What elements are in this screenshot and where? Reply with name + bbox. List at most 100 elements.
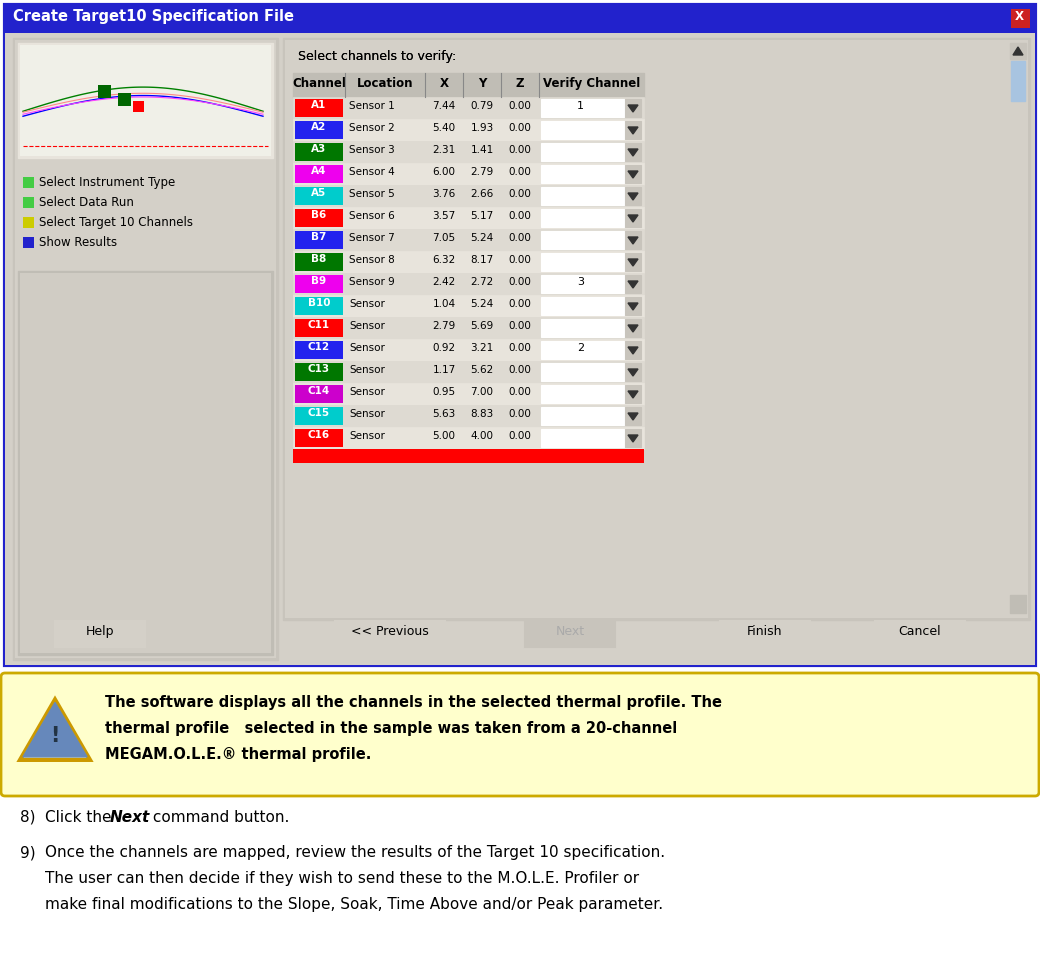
Text: make final modifications to the Slope, Soak, Time Above and/or Peak parameter.: make final modifications to the Slope, S… — [45, 897, 664, 912]
Text: B10: B10 — [308, 298, 331, 308]
Bar — [625, 319, 641, 337]
Bar — [625, 231, 641, 249]
Text: 7.05: 7.05 — [433, 233, 456, 243]
Text: A3: A3 — [311, 144, 327, 154]
Text: Sensor: Sensor — [349, 365, 385, 375]
Bar — [293, 427, 644, 449]
Bar — [5, 33, 1035, 665]
Text: 0.79: 0.79 — [470, 101, 494, 111]
Bar — [541, 319, 624, 337]
FancyBboxPatch shape — [1, 673, 1039, 796]
Bar — [1010, 43, 1026, 59]
Bar — [283, 38, 1030, 620]
Text: << Previous: << Previous — [352, 625, 428, 638]
Bar — [541, 385, 624, 403]
Polygon shape — [1013, 47, 1023, 55]
Bar — [23, 237, 34, 248]
Bar — [55, 621, 145, 647]
Text: 8.17: 8.17 — [470, 255, 494, 265]
Text: Sensor: Sensor — [349, 321, 385, 331]
Bar — [541, 341, 624, 359]
Bar — [1011, 9, 1030, 28]
Text: 1.17: 1.17 — [433, 365, 456, 375]
Text: 8.83: 8.83 — [470, 409, 494, 419]
Bar — [875, 621, 965, 647]
Bar — [293, 449, 644, 463]
Bar — [293, 141, 644, 163]
Text: 8): 8) — [20, 810, 35, 825]
Text: 3.57: 3.57 — [433, 211, 456, 221]
Text: 2.79: 2.79 — [433, 321, 456, 331]
Text: Click the: Click the — [45, 810, 116, 825]
Text: 7.00: 7.00 — [470, 387, 494, 397]
Bar — [293, 229, 644, 251]
Bar — [720, 621, 810, 647]
Text: B9: B9 — [311, 276, 327, 286]
Text: 2.79: 2.79 — [470, 167, 494, 177]
Bar — [625, 165, 641, 183]
Bar — [295, 297, 343, 315]
Bar — [625, 297, 641, 315]
Bar — [541, 253, 624, 271]
Text: C13: C13 — [308, 364, 330, 374]
Text: 3.21: 3.21 — [470, 343, 494, 353]
Text: MEGAM.O.L.E.® thermal profile.: MEGAM.O.L.E.® thermal profile. — [105, 747, 371, 762]
Text: Sensor 3: Sensor 3 — [349, 145, 395, 155]
Bar — [98, 85, 111, 98]
Polygon shape — [628, 105, 638, 112]
Bar — [625, 99, 641, 117]
Text: Sensor 7: Sensor 7 — [349, 233, 395, 243]
Text: 2: 2 — [577, 343, 584, 353]
Bar — [293, 97, 644, 119]
Text: Cancel: Cancel — [899, 625, 941, 638]
Bar — [625, 209, 641, 227]
Bar — [541, 99, 624, 117]
Bar — [541, 121, 624, 139]
Polygon shape — [628, 303, 638, 310]
Text: Channel: Channel — [292, 77, 346, 90]
Text: C15: C15 — [308, 408, 330, 418]
Text: 3: 3 — [577, 277, 584, 287]
Text: 7.44: 7.44 — [433, 101, 456, 111]
Text: !: ! — [50, 727, 59, 747]
Text: B7: B7 — [311, 232, 327, 242]
Text: 5.40: 5.40 — [433, 123, 456, 133]
Text: Sensor 5: Sensor 5 — [349, 189, 395, 199]
Bar — [295, 341, 343, 359]
Text: command button.: command button. — [148, 810, 289, 825]
Bar — [625, 385, 641, 403]
Text: Sensor: Sensor — [349, 343, 385, 353]
Polygon shape — [628, 413, 638, 420]
Text: 0.00: 0.00 — [509, 343, 531, 353]
Text: B6: B6 — [311, 210, 327, 220]
Polygon shape — [628, 435, 638, 442]
Text: 0.00: 0.00 — [509, 211, 531, 221]
Polygon shape — [628, 325, 638, 332]
Bar — [625, 341, 641, 359]
Text: C16: C16 — [308, 430, 330, 440]
Text: A5: A5 — [311, 188, 327, 198]
Polygon shape — [628, 237, 638, 244]
Text: Select Target 10 Channels: Select Target 10 Channels — [40, 216, 193, 229]
Text: 0.00: 0.00 — [509, 233, 531, 243]
Text: 1: 1 — [577, 101, 584, 111]
Bar — [293, 405, 644, 427]
Bar — [293, 295, 644, 317]
Text: Location: Location — [357, 77, 413, 90]
Bar — [625, 187, 641, 205]
Bar — [295, 209, 343, 227]
Bar — [541, 209, 624, 227]
Text: Create Target10 Specification File: Create Target10 Specification File — [12, 9, 294, 24]
Bar — [541, 407, 624, 425]
Text: Sensor: Sensor — [349, 431, 385, 441]
Text: A1: A1 — [311, 100, 327, 110]
Bar — [625, 275, 641, 293]
Text: Help: Help — [85, 625, 114, 638]
Text: 3.76: 3.76 — [433, 189, 456, 199]
Bar — [285, 40, 1028, 618]
Polygon shape — [628, 391, 638, 398]
Bar — [625, 407, 641, 425]
Text: 0.00: 0.00 — [509, 299, 531, 309]
Text: Y: Y — [477, 77, 486, 90]
Text: 2.31: 2.31 — [433, 145, 456, 155]
